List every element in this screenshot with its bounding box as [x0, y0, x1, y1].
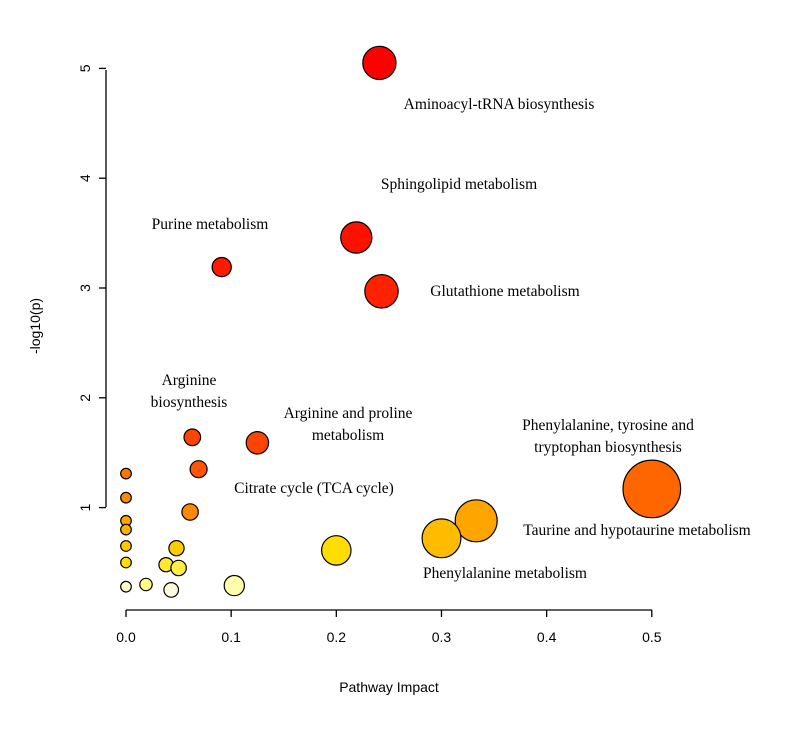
pathway-point	[120, 523, 132, 536]
pathway-point	[362, 45, 397, 81]
pathway-label-line: Citrate cycle (TCA cycle)	[234, 480, 394, 497]
pathway-point	[622, 459, 682, 519]
annotations: Aminoacyl-tRNA biosynthesis Sphingolipid …	[151, 96, 751, 582]
pathway-label: Purine metabolism	[152, 216, 269, 233]
y-axis-title: -log10(p)	[27, 298, 43, 354]
pathway-label-line: Arginine and proline	[284, 405, 413, 422]
pathway-label-line: Sphingolipid metabolism	[381, 176, 537, 193]
pathway-point	[120, 491, 132, 504]
pathway-label: Taurine and hypotaurine metabolism	[523, 522, 750, 539]
x-tick-label: 0.5	[642, 629, 662, 645]
y-tick-label: 4	[77, 174, 93, 182]
pathway-point	[120, 580, 132, 593]
pathway-label-line: Arginine	[162, 372, 217, 389]
pathway-point	[120, 540, 132, 552]
pathway-point	[181, 503, 199, 521]
pathway-point	[170, 559, 187, 577]
pathway-label-line: Glutathione metabolism	[430, 283, 579, 300]
pathway-label: Glutathione metabolism	[430, 283, 579, 300]
pathway-label-line: metabolism	[312, 427, 384, 444]
x-axis-title: Pathway Impact	[339, 679, 439, 695]
pathway-label: Arginine and proline metabolism	[284, 405, 413, 444]
pathway-point	[163, 582, 180, 598]
pathway-label: Phenylalanine, tyrosine and tryptophan bi…	[522, 417, 694, 456]
x-tick-label: 0.0	[116, 629, 136, 645]
pathway-label-line: biosynthesis	[151, 394, 228, 411]
y-tick-label: 1	[77, 503, 93, 511]
axes: 0.0 0.1 0.2 0.3 0.4 0.5 1 2 3 4 5	[77, 64, 662, 645]
pathway-label-line: Phenylalanine, tyrosine and	[522, 417, 694, 434]
x-tick-label: 0.4	[537, 629, 557, 645]
pathway-label-line: Purine metabolism	[152, 216, 269, 233]
pathway-point	[364, 273, 399, 309]
pathway-point	[183, 428, 202, 447]
y-tick-label: 2	[77, 394, 93, 402]
pathway-label-line: Phenylalanine metabolism	[423, 565, 587, 582]
y-tick-label: 3	[77, 284, 93, 292]
pathway-point	[120, 556, 132, 569]
pathway-point	[245, 430, 270, 455]
pathway-point	[168, 540, 185, 557]
pathway-point	[189, 460, 208, 479]
pathway-label: Aminoacyl-tRNA biosynthesis	[404, 96, 595, 113]
pathway-point	[421, 518, 462, 559]
pathway-label: Citrate cycle (TCA cycle)	[234, 480, 394, 497]
pathway-label: Sphingolipid metabolism	[381, 176, 537, 193]
data-points	[120, 45, 682, 598]
x-tick-label: 0.3	[432, 629, 452, 645]
pathway-label: Arginine biosynthesis	[151, 372, 228, 411]
pathway-point	[120, 467, 132, 480]
pathway-point	[139, 577, 153, 592]
axis-titles: Pathway Impact -log10(p)	[27, 298, 439, 695]
pathway-label-line: tryptophan biosynthesis	[534, 439, 682, 456]
x-tick-label: 0.2	[327, 629, 347, 645]
pathway-label: Phenylalanine metabolism	[423, 565, 587, 582]
pathway-point	[454, 499, 498, 543]
pathway-point	[320, 535, 352, 566]
pathway-point	[223, 574, 245, 597]
y-tick-label: 5	[77, 64, 93, 72]
pathway-point	[340, 221, 373, 254]
pathway-label-line: Taurine and hypotaurine metabolism	[523, 522, 750, 539]
pathway-label-line: Aminoacyl-tRNA biosynthesis	[404, 96, 595, 113]
x-tick-label: 0.1	[221, 629, 241, 645]
pathway-point	[211, 256, 232, 278]
